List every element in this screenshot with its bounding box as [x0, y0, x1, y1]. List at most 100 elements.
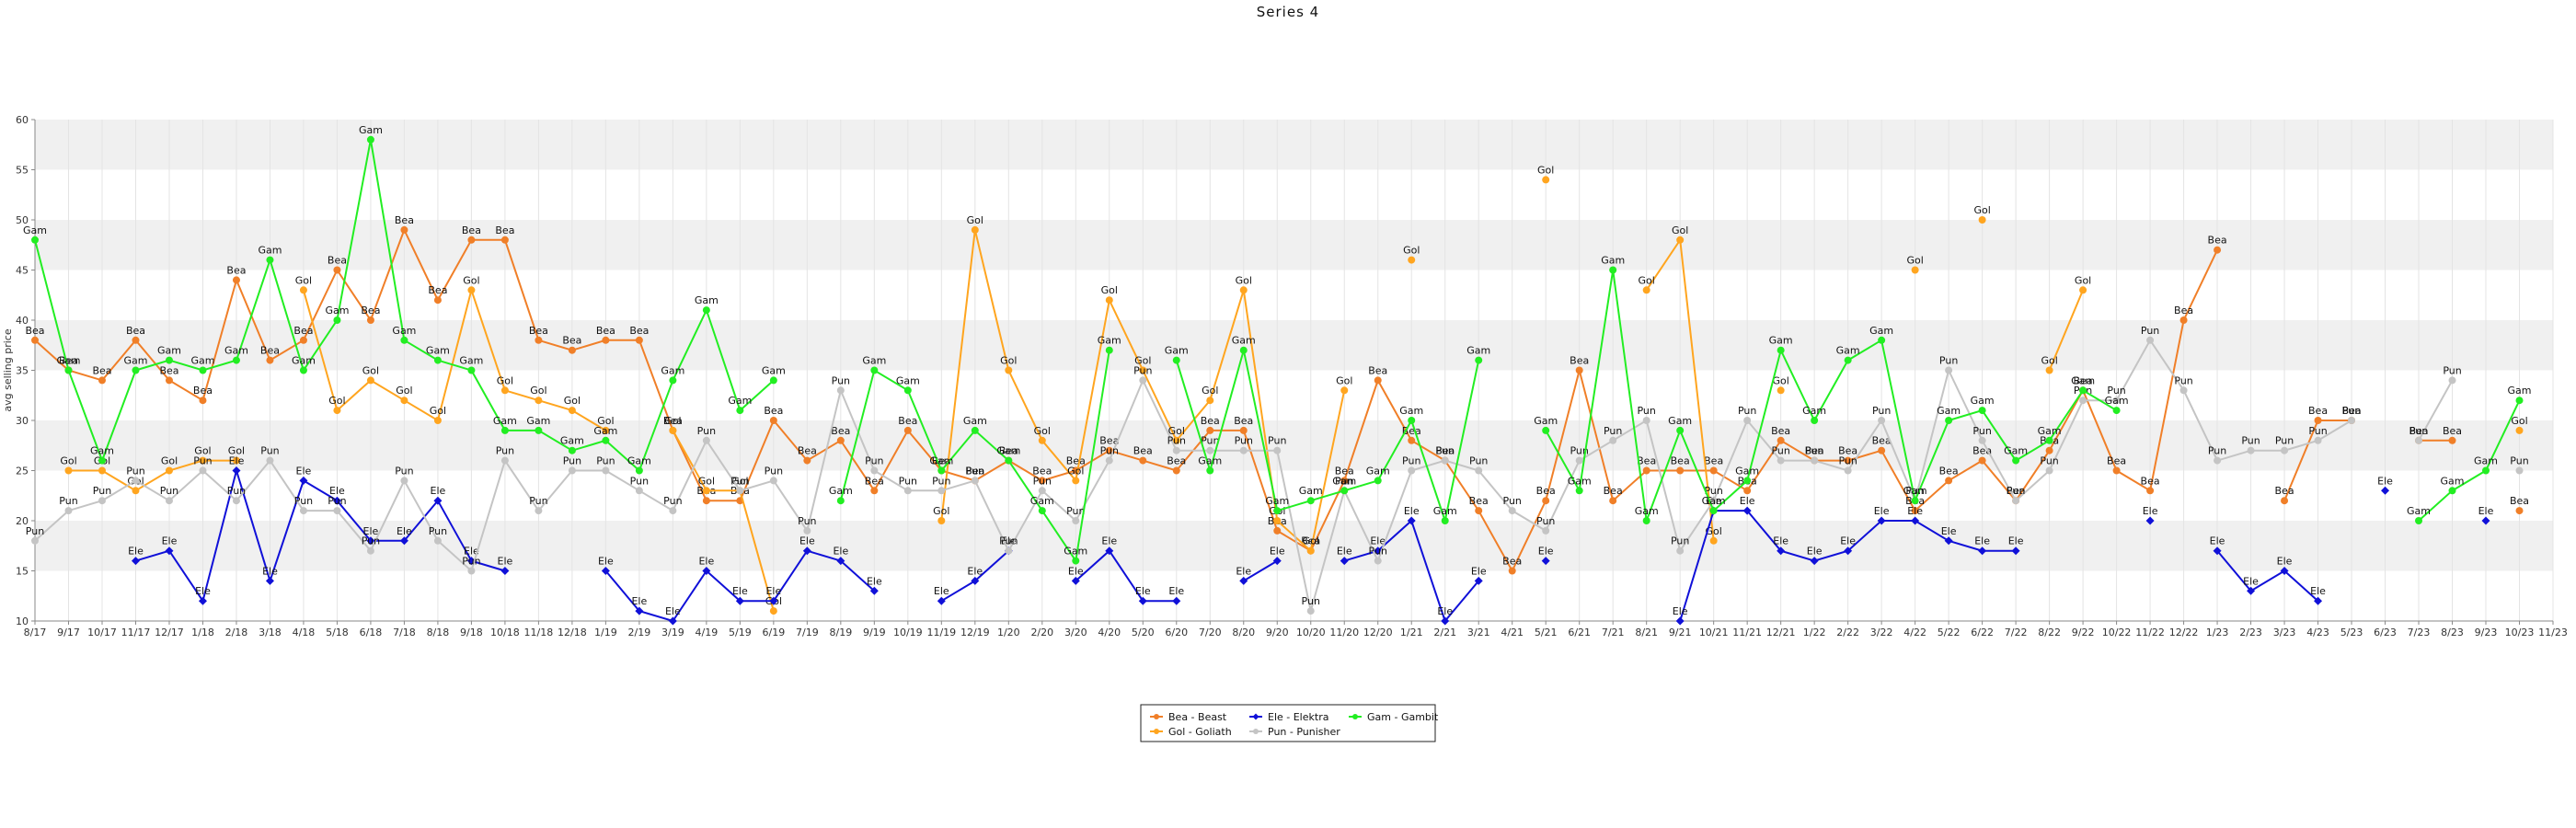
data-label: Ele	[2277, 556, 2293, 568]
data-point	[1239, 346, 1248, 354]
data-label: Gol	[1639, 274, 1655, 286]
data-point	[937, 487, 946, 495]
data-label: Gol	[1537, 164, 1554, 176]
data-point	[1206, 446, 1214, 454]
data-point	[165, 497, 173, 505]
x-tick-label: 9/20	[1266, 627, 1289, 638]
data-label: Gam	[1903, 485, 1927, 497]
data-point	[232, 456, 240, 465]
data-label: Ele	[1001, 535, 1017, 547]
data-point	[2079, 286, 2087, 294]
data-point	[1642, 417, 1650, 424]
data-point	[500, 426, 509, 434]
data-point	[1542, 497, 1550, 505]
data-label: Gam	[1769, 335, 1793, 347]
data-label: Gam	[157, 345, 181, 357]
data-point	[668, 616, 677, 626]
data-point	[1743, 417, 1752, 424]
x-tick-label: 3/20	[1064, 627, 1087, 638]
data-label: Pun	[697, 425, 716, 437]
series-gol: Gol Gol Gol Gol Gol Gol Gol Gol Gol Gol Gol Gol Gol G…	[60, 164, 2528, 615]
data-point	[1273, 517, 1282, 524]
data-point	[333, 316, 341, 324]
data-point	[971, 576, 980, 585]
data-label: Ele	[631, 595, 647, 607]
data-label: Gam	[2004, 445, 2028, 457]
data-label: Pun	[1133, 364, 1152, 376]
x-tick-label: 3/21	[1467, 627, 1490, 638]
data-label: Gol	[362, 364, 379, 376]
legend-swatch-marker	[1352, 714, 1358, 719]
data-point	[299, 366, 307, 374]
data-label: Gam	[1265, 495, 1289, 507]
x-tick-label: 6/22	[1971, 627, 1994, 638]
data-point	[1105, 546, 1114, 556]
data-label: Bea	[865, 475, 884, 487]
data-point	[735, 596, 744, 605]
data-label: Pun	[2040, 455, 2058, 467]
x-tick-label: 2/20	[1030, 627, 1053, 638]
data-point	[903, 426, 912, 434]
data-label: Pun	[26, 525, 44, 537]
data-point	[802, 546, 811, 556]
data-label: Gam	[224, 345, 248, 357]
data-point	[1340, 557, 1349, 566]
data-label: Bea	[1469, 495, 1489, 507]
data-label: Ele	[1807, 546, 1823, 558]
data-point	[64, 366, 73, 374]
data-label: Bea	[395, 214, 414, 226]
x-tick-label: 4/19	[696, 627, 719, 638]
data-label: Gam	[1802, 405, 1826, 417]
data-point	[1676, 236, 1685, 244]
x-tick-label: 6/20	[1165, 627, 1188, 638]
data-point	[2045, 446, 2053, 454]
data-label: Ele	[1135, 585, 1151, 597]
x-tick-label: 1/18	[191, 627, 214, 638]
data-label: Pun	[462, 556, 480, 568]
data-label: Pun	[1637, 405, 1655, 417]
data-point	[1844, 466, 1852, 475]
data-point	[165, 466, 173, 475]
data-point	[400, 477, 408, 485]
data-label: Bea	[1637, 455, 1656, 467]
data-point	[1945, 366, 1953, 374]
data-point	[1474, 576, 1483, 585]
x-tick-label: 7/21	[1602, 627, 1625, 638]
data-label: Gam	[627, 455, 651, 467]
data-point	[265, 576, 274, 585]
x-tick-label: 10/17	[87, 627, 117, 638]
data-point	[266, 456, 274, 465]
x-tick-label: 7/20	[1199, 627, 1222, 638]
data-point	[1542, 176, 1550, 184]
data-label: Gam	[2508, 385, 2532, 397]
data-point	[1139, 366, 1147, 374]
data-point	[1441, 517, 1449, 524]
x-tick-label: 4/18	[293, 627, 316, 638]
x-tick-label: 7/22	[2005, 627, 2028, 638]
axes: 10 15 20 25 30 35 40 45 50 55 60 8/17 9/17 10/17 11/17…	[16, 114, 2568, 638]
data-point	[199, 466, 207, 475]
data-point	[602, 466, 610, 475]
data-point	[2448, 436, 2456, 444]
data-label: Pun	[2308, 425, 2327, 437]
data-label: Bea	[1167, 455, 1186, 467]
x-tick-label: 4/21	[1501, 627, 1524, 638]
x-tick-label: 9/22	[2072, 627, 2095, 638]
x-tick-label: 6/18	[360, 627, 383, 638]
data-label: Ele	[1538, 546, 1554, 558]
data-label: Gol	[328, 395, 345, 407]
data-label: Gam	[23, 224, 47, 236]
data-point	[98, 456, 106, 465]
data-label: Pun	[730, 475, 749, 487]
data-point	[2045, 466, 2053, 475]
data-point	[2448, 376, 2456, 385]
data-label: Bea	[2275, 485, 2294, 497]
data-point	[1642, 517, 1650, 524]
x-tick-label: 8/21	[1635, 627, 1658, 638]
data-label: Gam	[728, 395, 752, 407]
data-label: Gam	[1098, 335, 1121, 347]
x-tick-label: 3/23	[2273, 627, 2296, 638]
data-point	[1172, 446, 1180, 454]
data-point	[2045, 436, 2053, 444]
data-label: Pun	[2007, 485, 2025, 497]
